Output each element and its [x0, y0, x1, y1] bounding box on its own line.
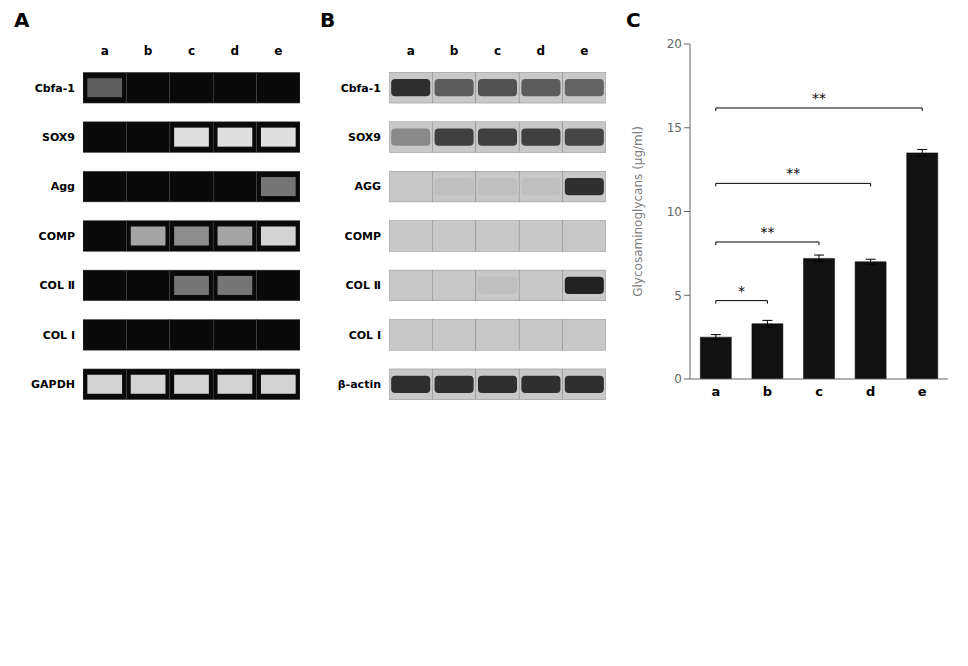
- svg-text:c: c: [188, 44, 195, 58]
- svg-text:COL I: COL I: [43, 329, 75, 342]
- svg-text:b: b: [450, 44, 459, 58]
- svg-text:e: e: [274, 44, 282, 58]
- svg-text:**: **: [760, 224, 774, 240]
- svg-text:e: e: [918, 384, 927, 399]
- svg-text:5: 5: [674, 289, 682, 303]
- svg-text:Cbfa-1: Cbfa-1: [35, 82, 75, 95]
- html-text:A: A: [14, 8, 30, 32]
- svg-text:b: b: [144, 44, 153, 58]
- svg-text:a: a: [711, 384, 720, 399]
- svg-text:SOX9: SOX9: [42, 131, 75, 144]
- svg-text:AGG: AGG: [354, 180, 381, 193]
- svg-text:**: **: [812, 90, 826, 106]
- svg-text:d: d: [231, 44, 240, 58]
- svg-text:e: e: [580, 44, 588, 58]
- svg-text:a: a: [407, 44, 415, 58]
- svg-text:COL I: COL I: [349, 329, 381, 342]
- svg-text:COL Ⅱ: COL Ⅱ: [39, 279, 75, 292]
- svg-text:b: b: [763, 384, 772, 399]
- svg-text:d: d: [537, 44, 546, 58]
- html-text:B: B: [320, 8, 336, 32]
- svg-text:COMP: COMP: [345, 230, 381, 243]
- svg-text:*: *: [738, 283, 745, 299]
- svg-text:0: 0: [674, 372, 682, 386]
- svg-text:10: 10: [667, 205, 682, 219]
- svg-text:Glycosaminoglycans (μg/ml): Glycosaminoglycans (μg/ml): [631, 126, 645, 297]
- svg-text:d: d: [866, 384, 875, 399]
- svg-text:**: **: [786, 165, 800, 181]
- html-text:C: C: [626, 8, 641, 32]
- svg-text:SOX9: SOX9: [348, 131, 381, 144]
- svg-text:15: 15: [667, 121, 682, 135]
- svg-text:c: c: [815, 384, 823, 399]
- svg-text:Cbfa-1: Cbfa-1: [341, 82, 381, 95]
- svg-text:COMP: COMP: [39, 230, 75, 243]
- svg-text:β-actin: β-actin: [338, 378, 381, 391]
- svg-text:Agg: Agg: [51, 180, 75, 193]
- svg-text:20: 20: [667, 37, 682, 51]
- svg-text:COL Ⅱ: COL Ⅱ: [345, 279, 381, 292]
- svg-text:GAPDH: GAPDH: [31, 378, 75, 391]
- svg-text:a: a: [101, 44, 109, 58]
- svg-text:c: c: [494, 44, 501, 58]
